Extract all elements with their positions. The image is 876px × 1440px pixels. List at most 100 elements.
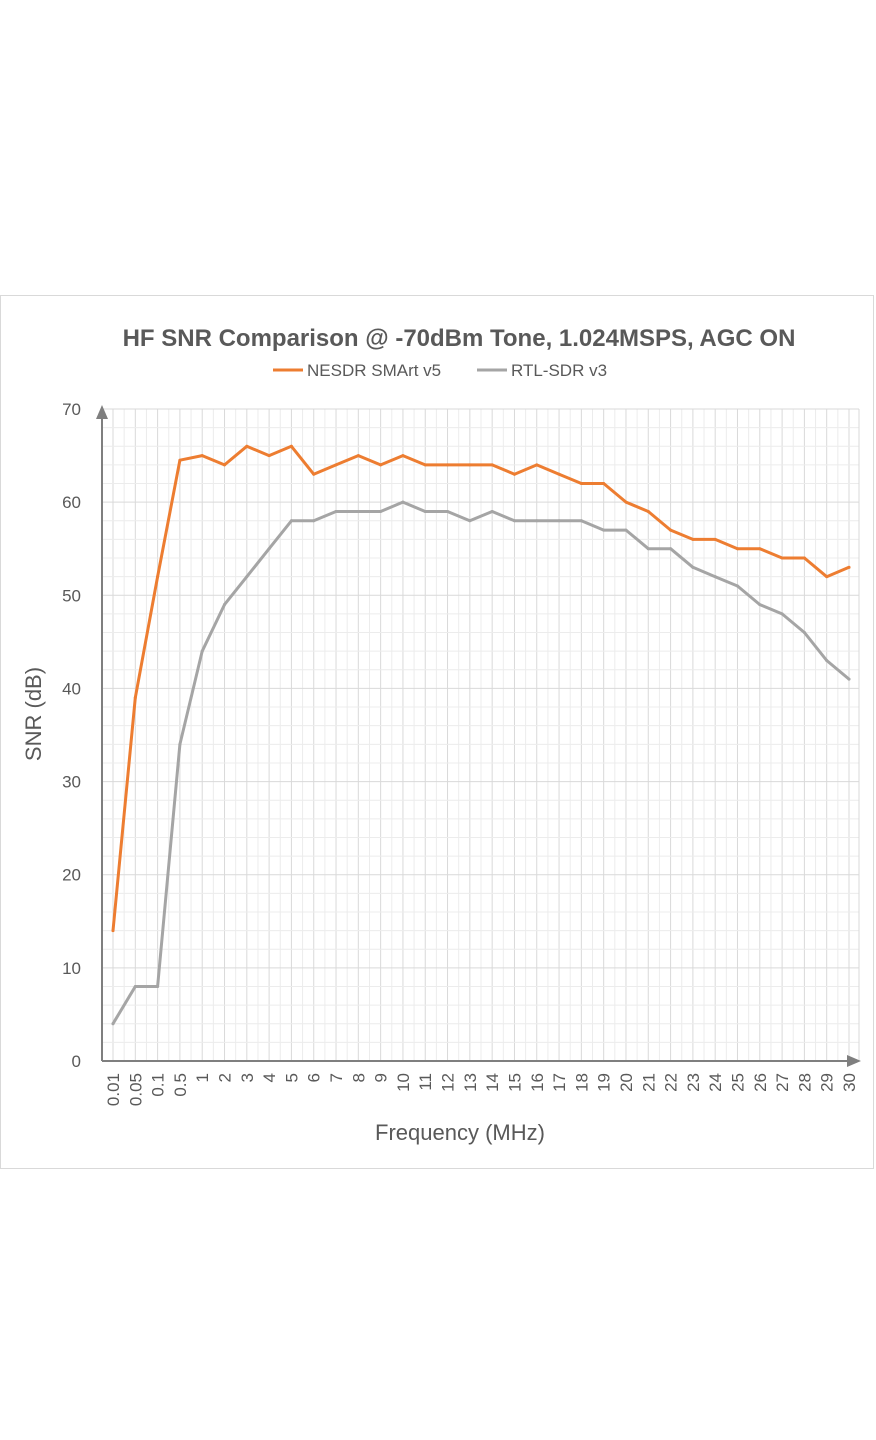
legend-item-rtlsdr: RTL-SDR v3 (477, 361, 607, 380)
data-point (602, 528, 606, 532)
x-tick-label: 11 (416, 1073, 435, 1091)
x-tick-label: 20 (617, 1073, 636, 1092)
x-tick-label: 0.01 (104, 1073, 123, 1106)
y-axis-arrow (96, 405, 108, 419)
data-point (289, 519, 293, 523)
x-tick-label: 15 (505, 1073, 524, 1092)
data-point (200, 454, 204, 458)
y-tick-label: 40 (62, 679, 81, 698)
data-point (133, 696, 137, 700)
data-point (624, 500, 628, 504)
data-point (245, 575, 249, 579)
x-tick-label: 14 (483, 1073, 502, 1092)
x-tick-label: 0.1 (149, 1073, 168, 1097)
data-point (356, 509, 360, 513)
data-point (178, 458, 182, 462)
data-point (245, 444, 249, 448)
data-point (735, 547, 739, 551)
x-tick-label: 22 (662, 1073, 681, 1092)
data-point (334, 463, 338, 467)
data-point (802, 556, 806, 560)
data-point (735, 584, 739, 588)
data-point (223, 463, 227, 467)
data-point (646, 509, 650, 513)
data-point (624, 528, 628, 532)
x-tick-label: 21 (639, 1073, 658, 1092)
x-tick-label: 25 (728, 1073, 747, 1092)
x-tick-label: 28 (795, 1073, 814, 1092)
x-axis-arrow (847, 1055, 861, 1067)
data-point (579, 519, 583, 523)
data-point (312, 519, 316, 523)
x-tick-label: 18 (572, 1073, 591, 1092)
data-point (847, 677, 851, 681)
data-point (356, 454, 360, 458)
data-point (669, 547, 673, 551)
x-tick-label: 12 (439, 1073, 458, 1092)
data-point (691, 565, 695, 569)
series-line-1 (111, 500, 851, 1026)
x-tick-label: 23 (684, 1073, 703, 1092)
data-point (780, 612, 784, 616)
data-point (802, 631, 806, 635)
x-axis-title: Frequency (MHz) (375, 1120, 545, 1145)
data-point (490, 509, 494, 513)
data-point (401, 454, 405, 458)
x-tick-label: 2 (216, 1073, 235, 1082)
x-tick-label: 16 (528, 1073, 547, 1092)
data-point (490, 463, 494, 467)
data-point (825, 575, 829, 579)
legend: NESDR SMArt v5 RTL-SDR v3 (273, 361, 607, 380)
data-point (133, 984, 137, 988)
legend-label-nesdr: NESDR SMArt v5 (307, 361, 441, 380)
data-point (267, 547, 271, 551)
data-point (780, 556, 784, 560)
data-point (557, 519, 561, 523)
data-point (468, 463, 472, 467)
data-point (446, 463, 450, 467)
x-tick-label: 10 (394, 1073, 413, 1092)
x-tick-label: 6 (305, 1073, 324, 1082)
data-point (111, 1022, 115, 1026)
axes (96, 405, 861, 1067)
data-point (691, 537, 695, 541)
x-tick-label: 19 (595, 1073, 614, 1092)
data-point (579, 482, 583, 486)
legend-label-rtlsdr: RTL-SDR v3 (511, 361, 607, 380)
y-tick-label: 20 (62, 866, 81, 885)
data-point (557, 472, 561, 476)
y-tick-labels: 0 10 20 30 40 50 60 70 (62, 400, 81, 1071)
data-point (512, 472, 516, 476)
data-point (423, 509, 427, 513)
y-tick-label: 0 (72, 1052, 81, 1071)
x-tick-label: 1 (193, 1073, 212, 1082)
data-point (289, 444, 293, 448)
legend-item-nesdr: NESDR SMArt v5 (273, 361, 441, 380)
gridlines (102, 408, 860, 1062)
data-point (423, 463, 427, 467)
x-tick-label: 13 (461, 1073, 480, 1092)
data-point (847, 565, 851, 569)
x-tick-label: 0.05 (126, 1073, 145, 1106)
x-tick-label: 26 (751, 1073, 770, 1092)
x-tick-label: 4 (260, 1073, 279, 1082)
x-tick-label: 7 (327, 1073, 346, 1082)
series-lines (111, 444, 851, 1026)
data-point (223, 603, 227, 607)
data-point (825, 658, 829, 662)
x-tick-label: 0.5 (171, 1073, 190, 1097)
data-point (758, 603, 762, 607)
data-point (379, 509, 383, 513)
data-point (512, 519, 516, 523)
x-tick-label: 29 (818, 1073, 837, 1092)
y-tick-label: 70 (62, 400, 81, 419)
data-point (535, 519, 539, 523)
data-point (602, 482, 606, 486)
data-point (178, 742, 182, 746)
series-line-0 (111, 444, 851, 933)
chart-title: HF SNR Comparison @ -70dBm Tone, 1.024MS… (123, 325, 796, 352)
data-point (669, 528, 673, 532)
data-point (156, 984, 160, 988)
data-point (379, 463, 383, 467)
y-tick-label: 30 (62, 773, 81, 792)
